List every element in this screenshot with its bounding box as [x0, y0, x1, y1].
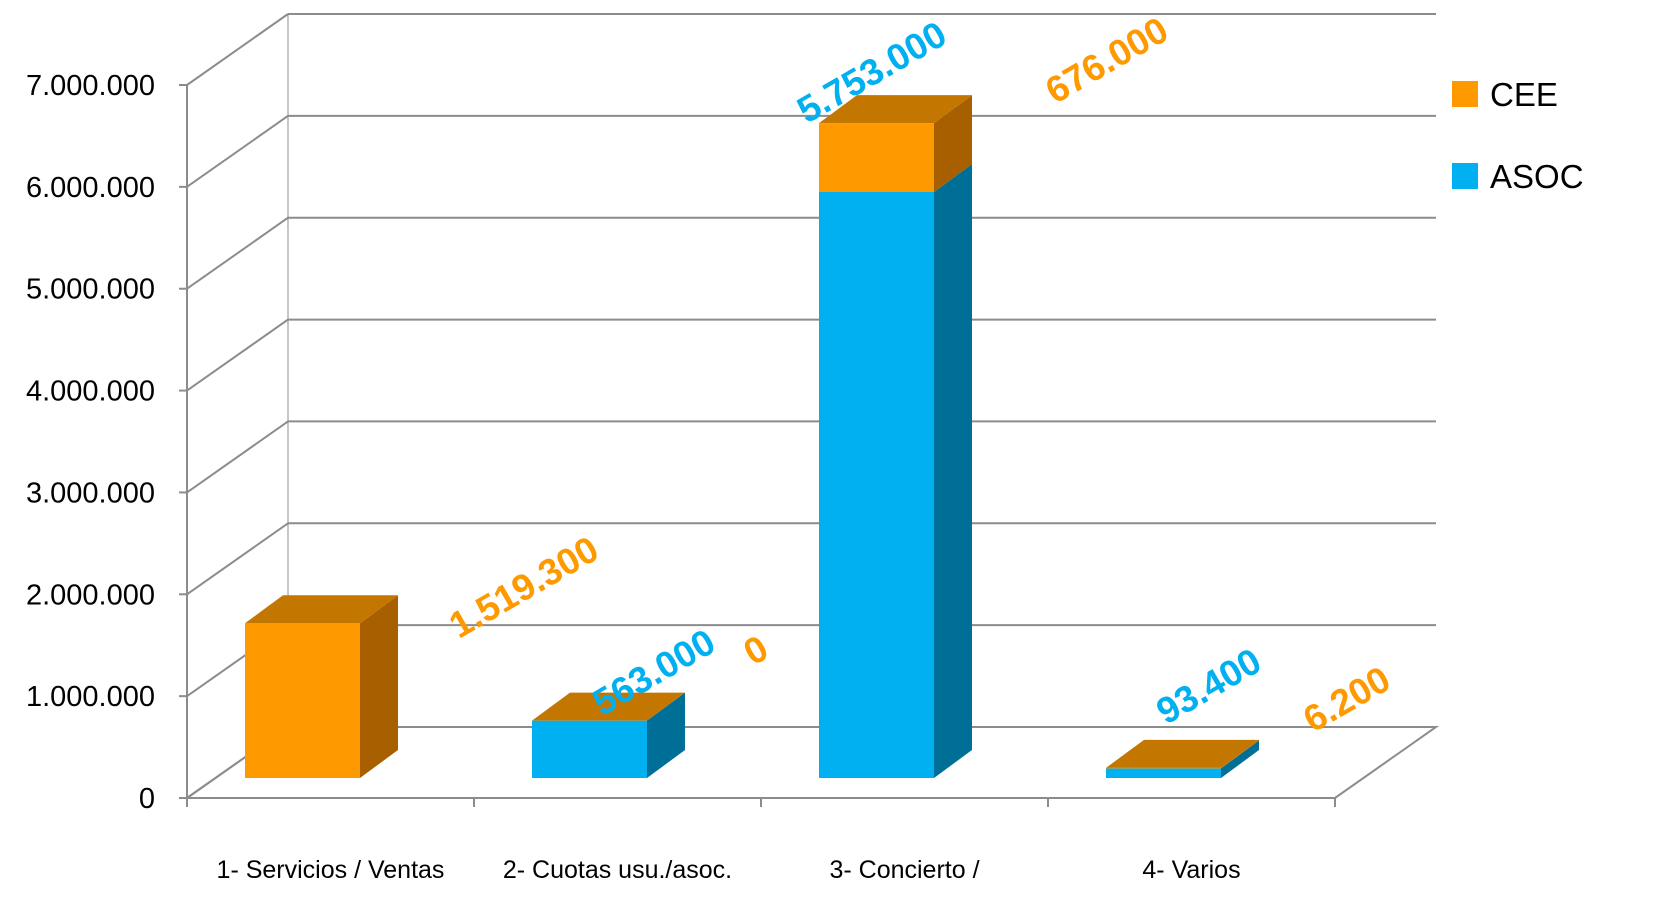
gridline-diagonal: [186, 115, 289, 188]
x-category-label: 4- Varios: [1142, 856, 1240, 884]
bar-asoc: [532, 692, 685, 778]
legend-swatch: [1452, 163, 1478, 189]
x-category-label: 2- Cuotas usu./asoc.: [503, 856, 732, 884]
bars: [245, 95, 1259, 778]
gridline-diagonal: [186, 216, 289, 290]
legend-label: ASOC: [1490, 158, 1584, 195]
x-category-label: 1- Servicios / Ventas: [217, 856, 445, 884]
x-category-label: 3- Concierto /: [829, 856, 979, 884]
bar-asoc-front: [1106, 768, 1221, 778]
bar-cee: [245, 595, 398, 778]
bar-asoc-front: [532, 720, 647, 778]
bar-asoc: [819, 164, 972, 778]
gridline-diagonal: [186, 318, 289, 392]
y-tick-label: 3.000.000: [26, 477, 155, 509]
y-tick-label: 5.000.000: [26, 274, 155, 306]
bar-cee-side: [1221, 739, 1259, 769]
y-tick-label: 6.000.000: [26, 172, 155, 204]
bar-asoc-side: [647, 692, 685, 778]
bar-asoc-side: [1221, 740, 1259, 778]
data-label-cee: 0: [737, 627, 775, 673]
bar-top-face: [1106, 739, 1259, 768]
bar-top-face: [819, 95, 972, 124]
bar-cee: [819, 95, 972, 193]
axes: [179, 84, 1336, 807]
bar-asoc-side: [934, 164, 972, 778]
data-label-cee: 1.519.300: [442, 528, 605, 646]
gridline-diagonal: [186, 522, 289, 596]
data-label-asoc: 93.400: [1149, 640, 1268, 732]
bar-cee: [1106, 739, 1259, 769]
bar-top-face: [245, 595, 398, 624]
gridline-diagonal: [186, 13, 289, 86]
bar-cee-front: [245, 623, 360, 778]
legend: CEE ASOC: [1452, 76, 1584, 195]
y-tick-label: 1.000.000: [26, 681, 155, 713]
y-tick-label: 7.000.000: [26, 70, 155, 102]
bar-top-face: [532, 692, 685, 721]
bar-cee-front: [819, 123, 934, 193]
bar-asoc: [1106, 740, 1259, 778]
x-category-labels: 1- Servicios / Ventas 2- Cuotas usu./asoc…: [217, 856, 1241, 884]
bar-asoc-front: [819, 192, 934, 778]
gridline-diagonal: [186, 420, 289, 494]
legend-label: CEE: [1490, 76, 1558, 113]
bar-cee-front: [1106, 767, 1221, 769]
y-tick-labels: 0 1.000.000 2.000.000 3.000.000 4.000.000 5.0…: [26, 70, 155, 815]
bar-cee-side: [934, 95, 972, 193]
y-tick-label: 0: [139, 783, 155, 815]
legend-swatch: [1452, 81, 1478, 107]
y-tick-label: 2.000.000: [26, 579, 155, 611]
y-tick-label: 4.000.000: [26, 376, 155, 408]
bar-cee-side: [360, 595, 398, 778]
data-label-cee: 676.000: [1039, 9, 1175, 111]
